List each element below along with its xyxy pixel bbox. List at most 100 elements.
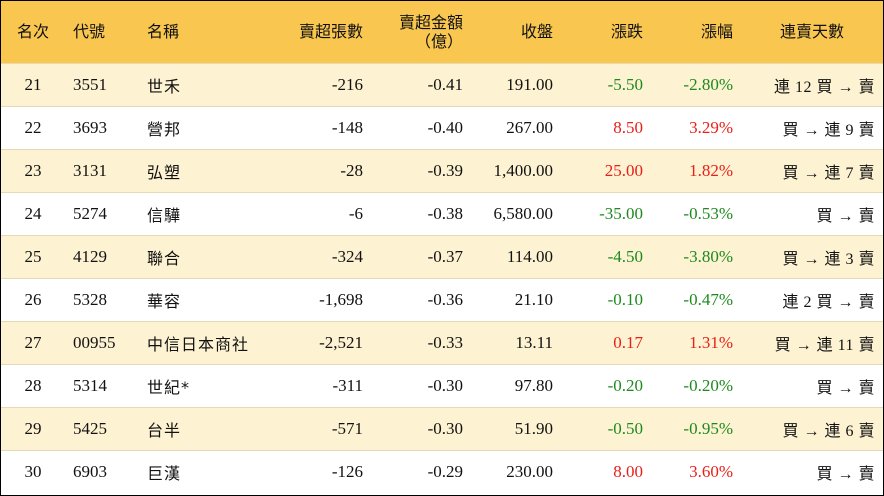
cell-change-pct: -2.80% — [651, 62, 741, 106]
cell-name: 弘塑 — [139, 148, 279, 192]
cell-sell-amount: -0.33 — [371, 320, 471, 364]
cell-sell-lots: -216 — [279, 62, 371, 106]
header-close: 收盤 — [520, 22, 553, 42]
cell-sell-amount: -0.29 — [371, 449, 471, 493]
cell-code: 5314 — [65, 363, 139, 407]
cell-name: 中信日本商社 — [139, 320, 279, 364]
cell-rank: 24 — [1, 191, 65, 235]
cell-code: 5328 — [65, 277, 139, 321]
cell-code: 5274 — [65, 191, 139, 235]
cell-change: -0.50 — [561, 406, 651, 450]
cell-streak: 買 → 連 6 賣 — [741, 406, 883, 450]
table-row: 27 00955 中信日本商社 -2,521 -0.33 13.11 0.17 … — [1, 320, 883, 364]
cell-streak: 買 → 連 11 賣 — [741, 320, 883, 364]
cell-code: 3131 — [65, 148, 139, 192]
cell-sell-lots: -126 — [279, 449, 371, 493]
cell-close: 13.11 — [471, 320, 561, 364]
cell-streak: 買 → 連 9 賣 — [741, 105, 883, 149]
cell-change: 25.00 — [561, 148, 651, 192]
cell-sell-amount: -0.36 — [371, 277, 471, 321]
cell-name: 信驊 — [139, 191, 279, 235]
cell-change: -0.20 — [561, 363, 651, 407]
cell-sell-lots: -148 — [279, 105, 371, 149]
table-row: 25 4129 聯合 -324 -0.37 114.00 -4.50 -3.80… — [1, 234, 883, 278]
cell-streak: 買 → 賣 — [741, 191, 883, 235]
cell-rank: 26 — [1, 277, 65, 321]
cell-rank: 22 — [1, 105, 65, 149]
table-row: 24 5274 信驊 -6 -0.38 6,580.00 -35.00 -0.5… — [1, 191, 883, 235]
cell-sell-lots: -28 — [279, 148, 371, 192]
cell-sell-amount: -0.37 — [371, 234, 471, 278]
cell-rank: 29 — [1, 406, 65, 450]
header-sell-amount-label: 賣超金額 — [398, 12, 463, 32]
cell-change-pct: -3.80% — [651, 234, 741, 278]
cell-name: 巨漢 — [139, 449, 279, 493]
cell-code: 00955 — [65, 320, 139, 364]
cell-sell-lots: -1,698 — [279, 277, 371, 321]
cell-change-pct: -0.95% — [651, 406, 741, 450]
cell-rank: 28 — [1, 363, 65, 407]
cell-name: 華容 — [139, 277, 279, 321]
cell-sell-lots: -571 — [279, 406, 371, 450]
cell-rank: 21 — [1, 62, 65, 106]
table-row: 22 3693 營邦 -148 -0.40 267.00 8.50 3.29% … — [1, 105, 883, 149]
cell-rank: 27 — [1, 320, 65, 364]
header-name: 名稱 — [147, 22, 180, 42]
cell-change-pct: -0.53% — [651, 191, 741, 235]
table-row: 29 5425 台半 -571 -0.30 51.90 -0.50 -0.95%… — [1, 406, 883, 450]
cell-sell-lots: -324 — [279, 234, 371, 278]
cell-sell-amount: -0.30 — [371, 363, 471, 407]
cell-sell-amount: -0.40 — [371, 105, 471, 149]
table-row: 28 5314 世紀* -311 -0.30 97.80 -0.20 -0.20… — [1, 363, 883, 407]
cell-rank: 25 — [1, 234, 65, 278]
cell-code: 3693 — [65, 105, 139, 149]
header-sell-amount: 賣超金額 （億） — [371, 1, 471, 63]
cell-close: 1,400.00 — [471, 148, 561, 192]
header-change: 漲跌 — [610, 22, 643, 42]
cell-name: 世紀* — [139, 363, 279, 407]
cell-streak: 連 12 買 → 賣 — [741, 62, 883, 106]
cell-streak: 買 → 連 3 賣 — [741, 234, 883, 278]
header-sell-amount-unit: （億） — [414, 31, 463, 51]
cell-sell-amount: -0.30 — [371, 406, 471, 450]
table-header-row: 名次 代號 名稱 賣超張數 賣超金額 （億） 收盤 漲跌 漲幅 連賣天數 — [1, 1, 883, 63]
table-row: 21 3551 世禾 -216 -0.41 191.00 -5.50 -2.80… — [1, 62, 883, 106]
cell-change: 0.17 — [561, 320, 651, 364]
cell-change: -0.10 — [561, 277, 651, 321]
cell-rank: 23 — [1, 148, 65, 192]
cell-close: 114.00 — [471, 234, 561, 278]
header-code: 代號 — [73, 22, 106, 42]
cell-change-pct: 1.31% — [651, 320, 741, 364]
cell-rank: 30 — [1, 449, 65, 493]
cell-change: 8.00 — [561, 449, 651, 493]
cell-name: 台半 — [139, 406, 279, 450]
cell-close: 97.80 — [471, 363, 561, 407]
header-sell-lots: 賣超張數 — [298, 22, 363, 42]
cell-streak: 連 2 買 → 賣 — [741, 277, 883, 321]
header-rank: 名次 — [16, 22, 49, 42]
cell-change: -35.00 — [561, 191, 651, 235]
cell-close: 191.00 — [471, 62, 561, 106]
table-row: 30 6903 巨漢 -126 -0.29 230.00 8.00 3.60% … — [1, 449, 883, 493]
cell-streak: 買 → 賣 — [741, 449, 883, 493]
cell-sell-lots: -2,521 — [279, 320, 371, 364]
cell-name: 聯合 — [139, 234, 279, 278]
cell-change: -4.50 — [561, 234, 651, 278]
cell-close: 6,580.00 — [471, 191, 561, 235]
cell-code: 6903 — [65, 449, 139, 493]
cell-sell-amount: -0.41 — [371, 62, 471, 106]
table-row: 26 5328 華容 -1,698 -0.36 21.10 -0.10 -0.4… — [1, 277, 883, 321]
cell-sell-amount: -0.38 — [371, 191, 471, 235]
cell-change-pct: 3.29% — [651, 105, 741, 149]
cell-close: 267.00 — [471, 105, 561, 149]
cell-change-pct: 1.82% — [651, 148, 741, 192]
cell-streak: 買 → 賣 — [741, 363, 883, 407]
cell-code: 4129 — [65, 234, 139, 278]
cell-close: 51.90 — [471, 406, 561, 450]
table-row: 23 3131 弘塑 -28 -0.39 1,400.00 25.00 1.82… — [1, 148, 883, 192]
cell-close: 230.00 — [471, 449, 561, 493]
cell-change-pct: -0.20% — [651, 363, 741, 407]
cell-change-pct: 3.60% — [651, 449, 741, 493]
